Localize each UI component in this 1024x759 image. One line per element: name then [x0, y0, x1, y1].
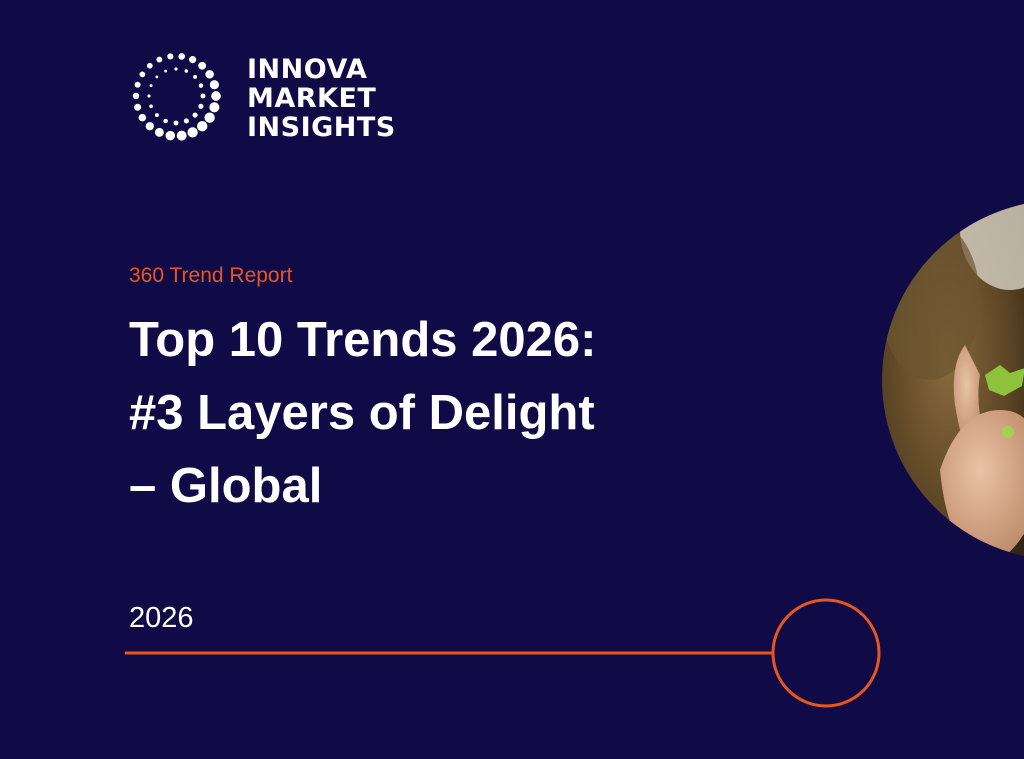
logo-dot	[196, 121, 208, 132]
title-line: Top 10 Trends 2026:	[129, 313, 597, 367]
logo-dot	[178, 53, 186, 60]
logo-dot	[173, 120, 179, 126]
logo-dot	[211, 91, 221, 101]
logo-mark	[132, 53, 221, 141]
logo-dot	[198, 103, 204, 109]
logo-dot	[198, 83, 204, 88]
logo-dot	[183, 118, 189, 124]
logo-dot	[198, 61, 207, 70]
logo-dot	[187, 127, 198, 138]
report-label: 360 Trend Report	[129, 264, 293, 287]
logo-dot	[149, 104, 153, 109]
logo-dot	[154, 127, 164, 137]
logo-dot	[139, 71, 146, 78]
logo-text: INNOVA	[247, 54, 367, 85]
year: 2026	[129, 602, 194, 634]
logo-dot	[138, 113, 147, 122]
logo-dot	[132, 92, 140, 100]
logo-dot	[147, 94, 151, 98]
logo-dot	[209, 80, 219, 90]
logo-dot	[164, 69, 168, 73]
logo-dot	[145, 122, 154, 131]
logo-text: INSIGHTS	[247, 112, 396, 143]
logo-dot	[204, 112, 215, 123]
logo-dot	[174, 67, 178, 71]
logo-dot	[146, 62, 153, 69]
divider-circle	[771, 598, 881, 708]
logo-dot	[184, 69, 189, 73]
logo-dot	[205, 70, 214, 79]
logo-dot	[155, 75, 159, 79]
logo-dot	[134, 103, 142, 111]
logo-dot	[209, 102, 220, 113]
logo-dot	[156, 56, 163, 63]
title-line: #3 Layers of Delight	[129, 386, 595, 440]
logo-text: MARKET	[247, 83, 376, 114]
title-line: – Global	[129, 459, 322, 513]
logo-dot	[193, 74, 198, 79]
logo-dot	[200, 93, 206, 99]
logo-dot	[149, 84, 153, 88]
logo-dot	[167, 53, 174, 60]
logo-dot	[154, 113, 159, 118]
photo	[882, 200, 1024, 560]
logo-dot	[192, 112, 198, 118]
logo-dot	[176, 130, 187, 141]
logo-dot	[165, 130, 176, 141]
logo-dot	[189, 56, 197, 64]
logo-dot	[134, 81, 141, 88]
logo-dot	[163, 118, 168, 124]
